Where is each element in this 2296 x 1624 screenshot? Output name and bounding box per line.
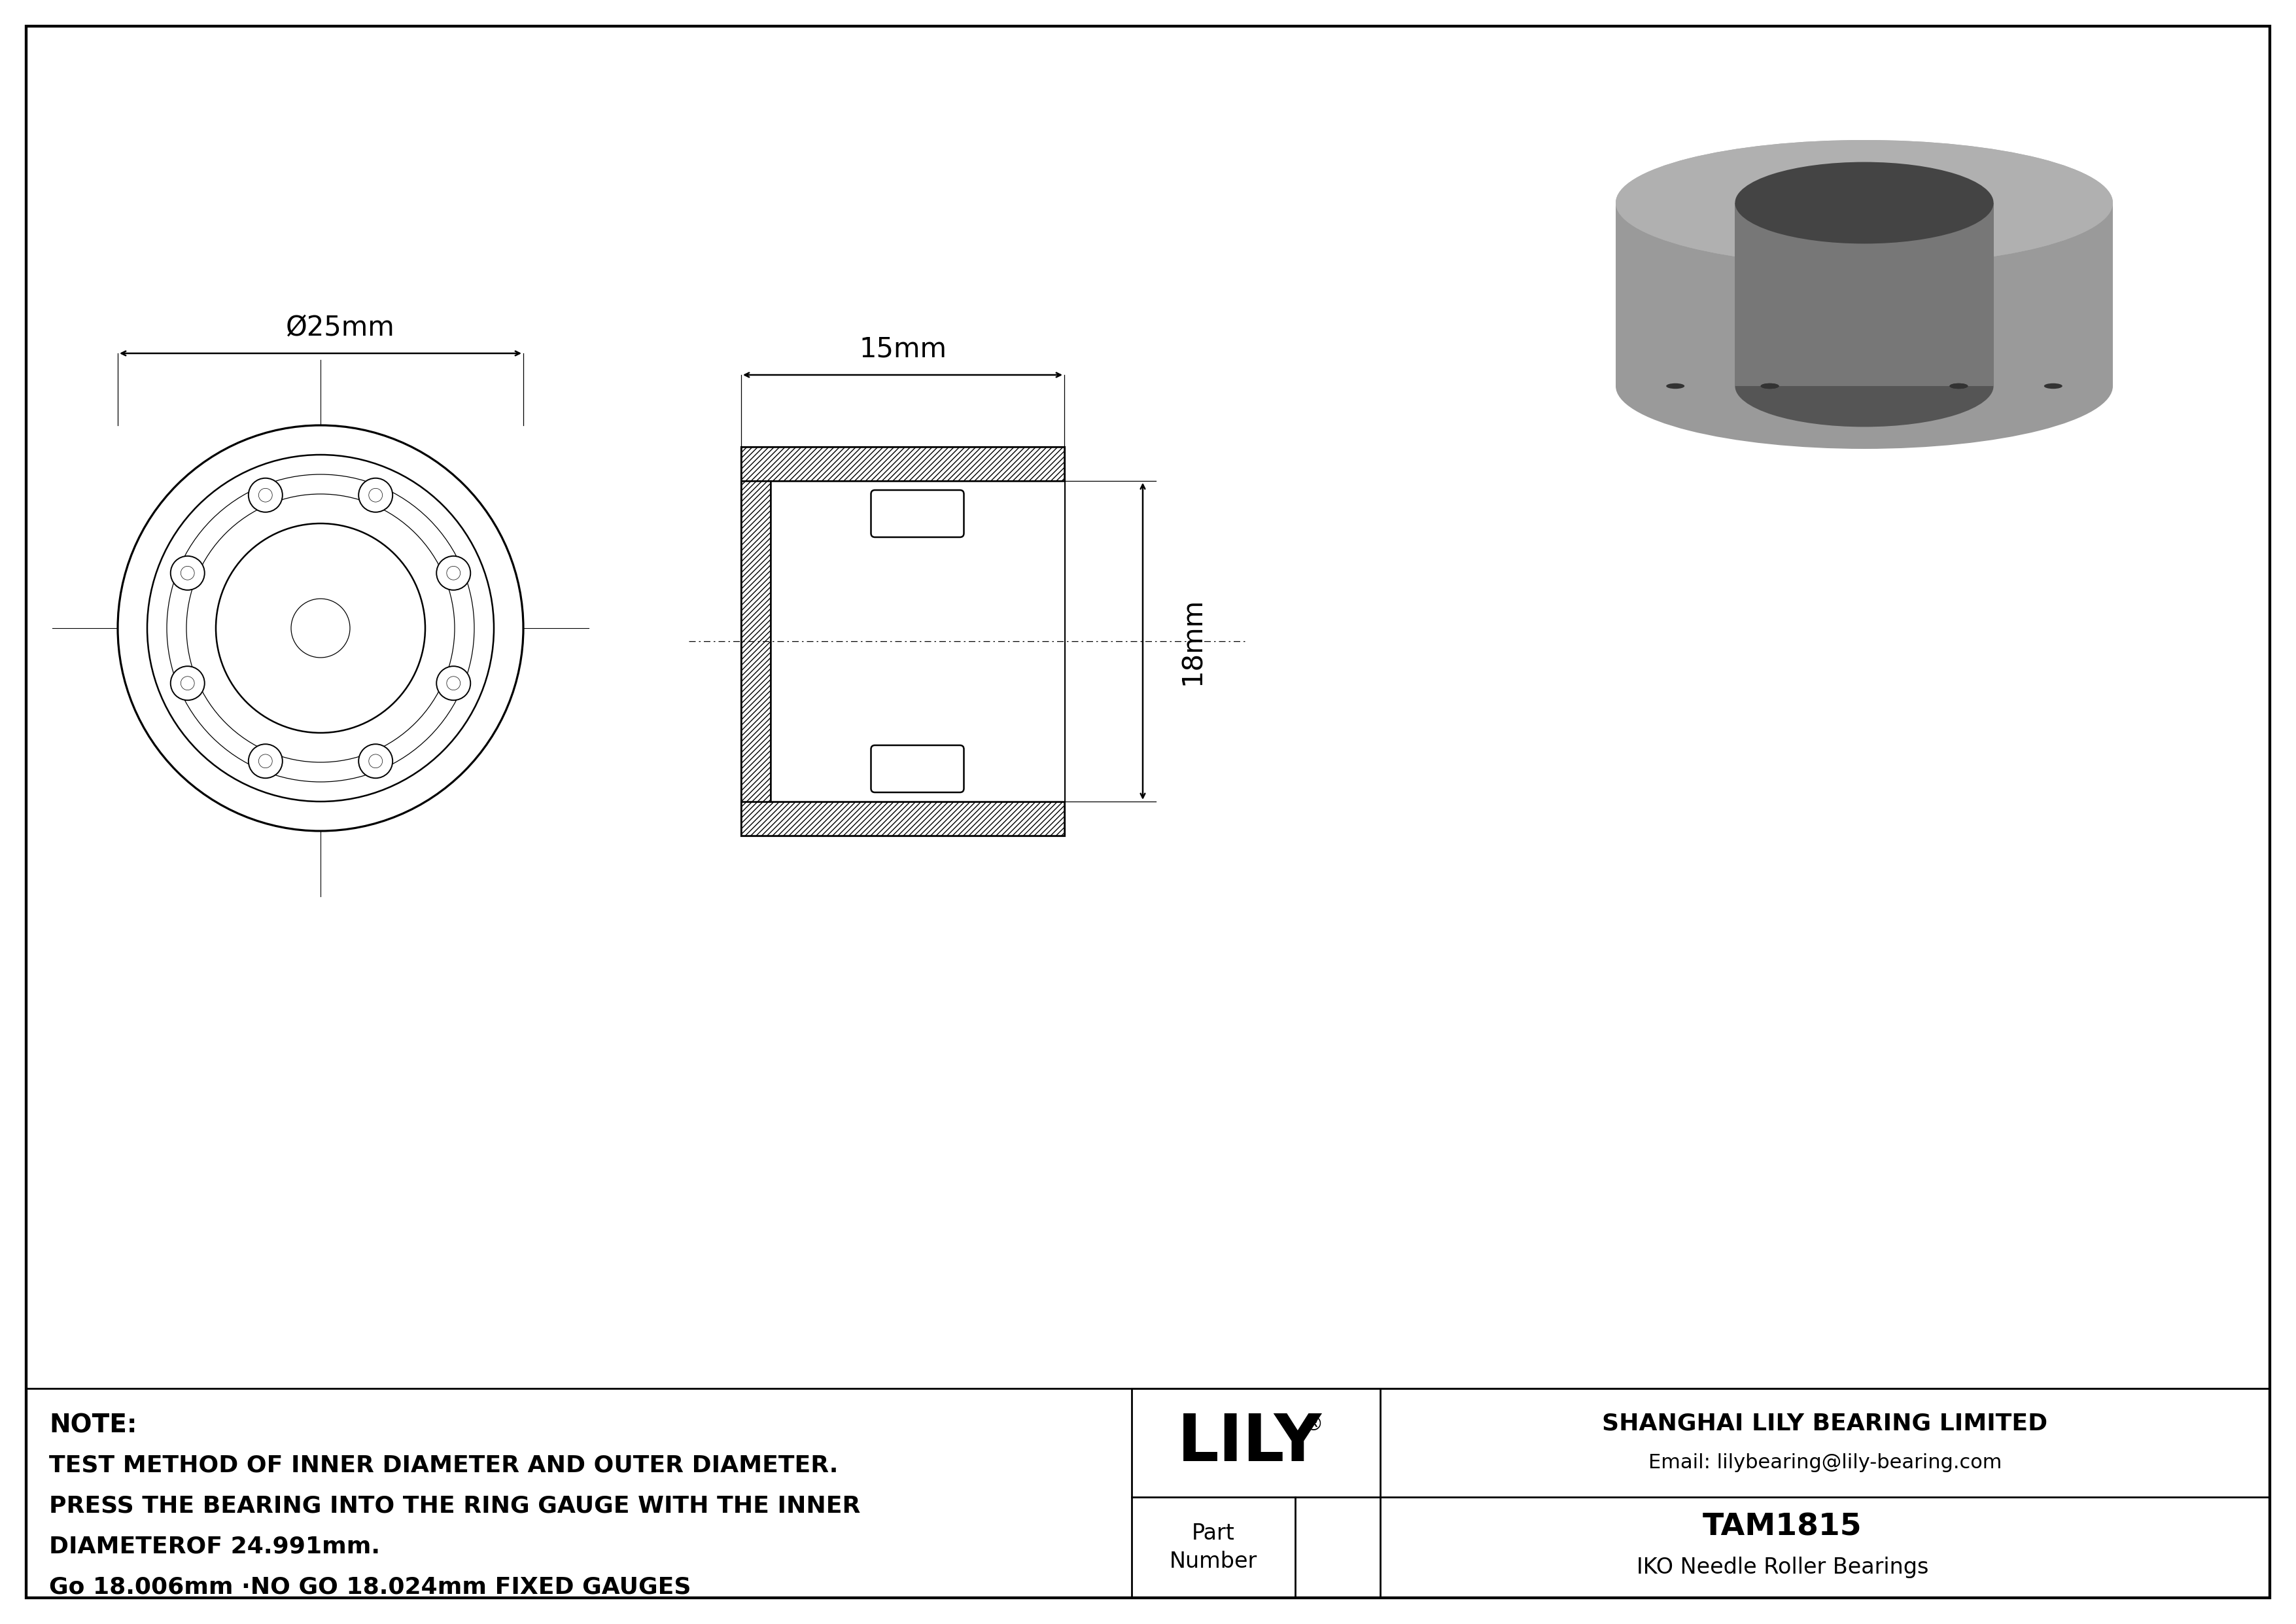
Text: Ø25mm: Ø25mm	[285, 313, 395, 341]
Text: SHANGHAI LILY BEARING LIMITED: SHANGHAI LILY BEARING LIMITED	[1603, 1413, 2048, 1434]
Text: NOTE:: NOTE:	[48, 1413, 138, 1439]
Text: Email: lilybearing@lily-bearing.com: Email: lilybearing@lily-bearing.com	[1649, 1453, 2002, 1471]
Circle shape	[248, 744, 282, 778]
Circle shape	[147, 455, 494, 802]
Bar	[742, 447, 1065, 836]
Bar	[771, 481, 1065, 802]
Bar	[1132, 1389, 2271, 1598]
Circle shape	[436, 666, 471, 700]
Text: 18mm: 18mm	[1178, 598, 1205, 685]
Bar	[742, 481, 771, 802]
FancyBboxPatch shape	[870, 745, 964, 793]
Text: Go 18.006mm ·NO GO 18.024mm FIXED GAUGES: Go 18.006mm ·NO GO 18.024mm FIXED GAUGES	[48, 1575, 691, 1598]
Ellipse shape	[1761, 383, 1779, 388]
Circle shape	[117, 425, 523, 831]
Text: PRESS THE BEARING INTO THE RING GAUGE WITH THE INNER: PRESS THE BEARING INTO THE RING GAUGE WI…	[48, 1494, 861, 1517]
Circle shape	[248, 477, 282, 512]
Text: TEST METHOD OF INNER DIAMETER AND OUTER DIAMETER.: TEST METHOD OF INNER DIAMETER AND OUTER …	[48, 1453, 838, 1476]
Ellipse shape	[1949, 383, 1968, 388]
Ellipse shape	[1616, 140, 2112, 266]
Text: LILY: LILY	[1178, 1411, 1322, 1475]
Bar	[742, 447, 1065, 481]
Polygon shape	[1736, 203, 1993, 387]
Ellipse shape	[1736, 346, 1993, 427]
Text: ®: ®	[1304, 1415, 1322, 1434]
Ellipse shape	[1761, 383, 1779, 388]
Circle shape	[170, 555, 204, 590]
Circle shape	[170, 666, 204, 700]
Circle shape	[436, 555, 471, 590]
Ellipse shape	[2043, 383, 2062, 388]
Text: 15mm: 15mm	[859, 336, 946, 364]
Text: TAM1815: TAM1815	[1704, 1512, 1862, 1543]
Polygon shape	[1616, 203, 2112, 387]
Ellipse shape	[1667, 383, 1685, 388]
Circle shape	[358, 477, 393, 512]
Circle shape	[358, 744, 393, 778]
Ellipse shape	[1949, 383, 1968, 388]
Text: IKO Needle Roller Bearings: IKO Needle Roller Bearings	[1637, 1557, 1929, 1579]
Bar	[742, 802, 1065, 836]
Text: DIAMETEROF 24.991mm.: DIAMETEROF 24.991mm.	[48, 1535, 381, 1557]
FancyBboxPatch shape	[870, 490, 964, 538]
Text: Part
Number: Part Number	[1169, 1523, 1258, 1572]
Ellipse shape	[1736, 162, 1993, 244]
Circle shape	[216, 523, 425, 732]
Ellipse shape	[1616, 140, 2112, 266]
Ellipse shape	[1616, 323, 2112, 448]
